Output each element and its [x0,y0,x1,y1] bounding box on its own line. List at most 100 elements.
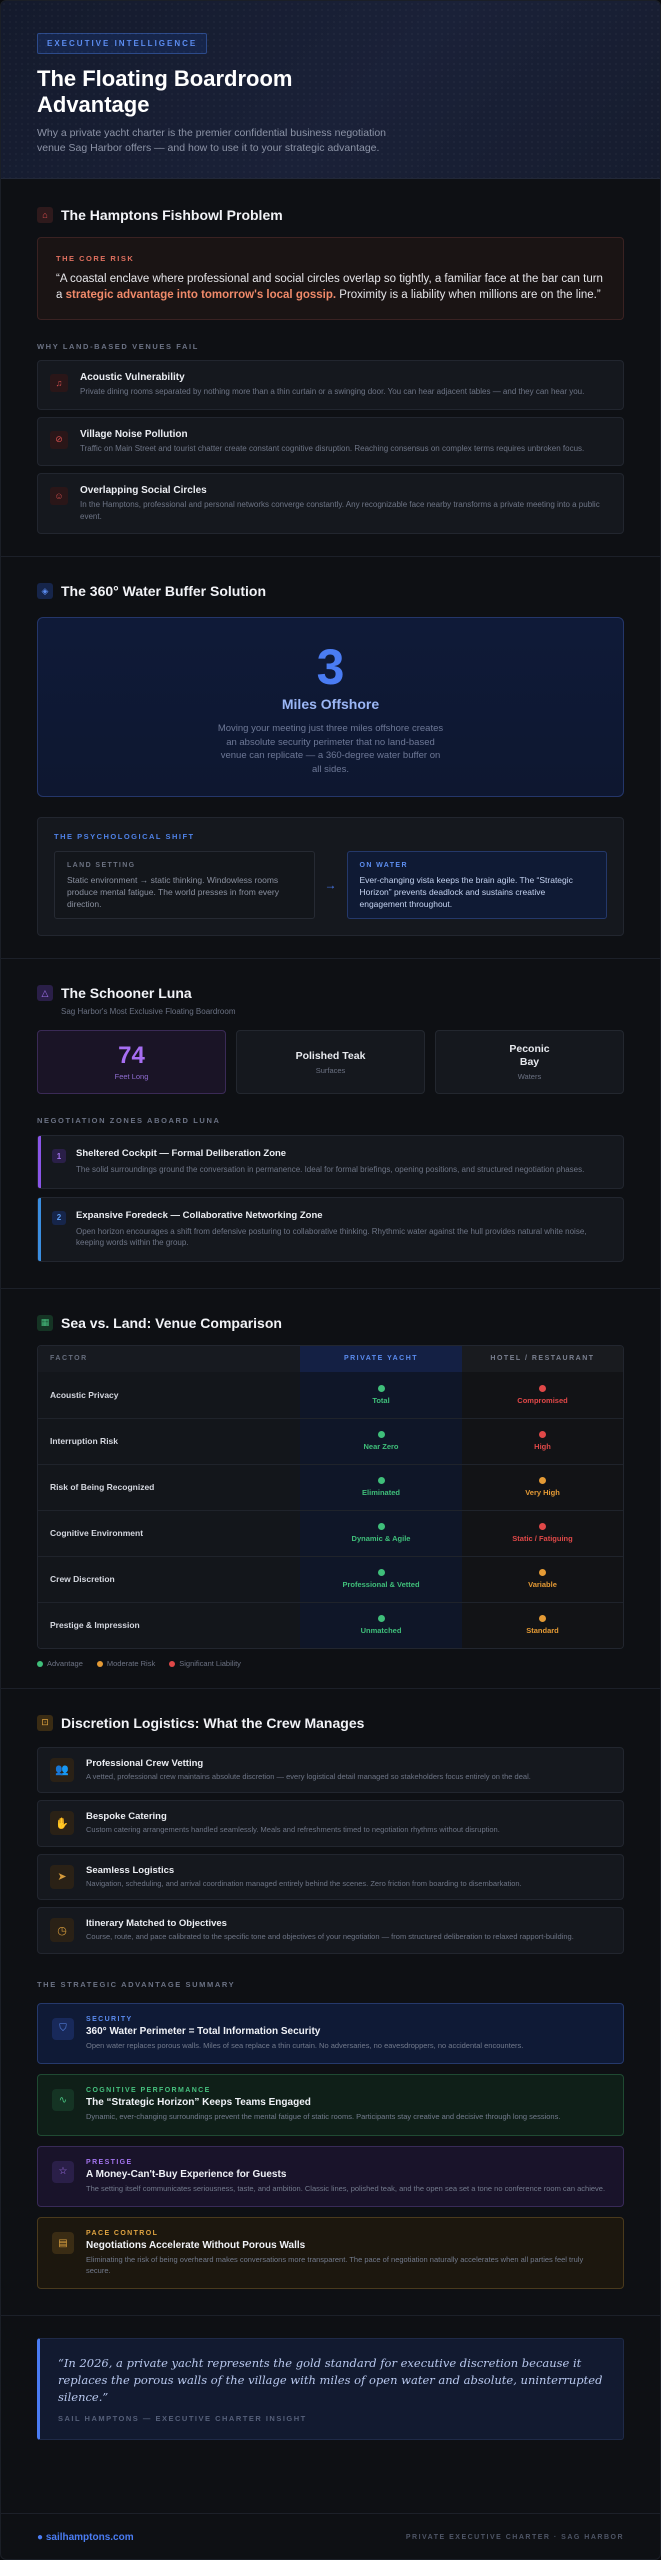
summary-desc: Open water replaces porous walls. Miles … [86,2040,524,2050]
stat-surfaces: Polished Teak Surfaces [236,1030,425,1094]
comparison-legend: Advantage Moderate Risk Significant Liabil… [37,1659,624,1668]
section-divider [1,1687,660,1689]
final-quote-section: “In 2026, a private yacht represents the… [1,2316,660,2440]
legend-dot [169,1660,176,1667]
table-body: Acoustic Privacy Total Compromised Interrup… [38,1371,623,1648]
calendar-icon: ▤ [52,2232,74,2254]
vulnerability-desc: In the Hamptons, professional and person… [80,500,600,521]
buffer-title: The 360° Water Buffer Solution [61,583,266,599]
summary-card-cognitive: ∿ COGNITIVE PERFORMANCE The “Strategic Ho… [37,2074,624,2136]
land-setting-box: LAND SETTING Static environment → static… [54,851,315,919]
stat-value: Peconic Bay [509,1043,550,1068]
summary-card-prestige: ☆ PRESTIGE A Money-Can't-Buy Experience f… [37,2145,624,2207]
navigation-icon: ➤ [50,1864,74,1889]
zone-accent-bar [38,1197,41,1261]
status-dot [377,1477,385,1484]
land-label: LAND SETTING [67,862,136,869]
status-dot [377,1384,385,1392]
legend-item: Significant Liability [169,1659,241,1668]
comparison-heading: ▦ Sea vs. Land: Venue Comparison [37,1314,624,1331]
yacht-value: Professional & Vetted [342,1580,420,1589]
header-factor: FACTOR [38,1345,300,1372]
logistics-item: ➤ Seamless Logistics Navigation, scheduli… [37,1853,624,1900]
stats-row: 74 Feet Long Polished Teak Surfaces Peco… [37,1030,624,1094]
logistics-section: ⊡ Discretion Logistics: What the Crew Ma… [1,1689,660,1954]
quote-highlight: strategic advantage into tomorrow's loca… [65,289,337,301]
logistics-item: ◷ Itinerary Matched to Objectives Course,… [37,1907,624,1954]
factor-cell: Interruption Risk [38,1418,300,1464]
star-icon: ☆ [52,2160,74,2183]
logistics-item: 👥 Professional Crew Vetting A vetted, pro… [37,1746,624,1793]
core-risk-tag: THE CORE RISK [56,254,135,263]
legend-dot [37,1660,43,1667]
footer-tagline: PRIVATE EXECUTIVE CHARTER · SAG HARBOR [405,2534,624,2541]
comparison-section: ▦ Sea vs. Land: Venue Comparison FACTOR … [1,1289,660,1668]
legend-dot [96,1660,103,1667]
grid-icon: ▦ [37,1314,53,1331]
page-footer: ● sailhamptons.com PRIVATE EXECUTIVE CHA… [1,2513,660,2559]
logistics-title: Discretion Logistics: What the Crew Mana… [61,1714,365,1731]
stat-waters: Peconic Bay Waters [435,1030,624,1094]
header-land: HOTEL / RESTAURANT [462,1345,623,1372]
yacht-value: Eliminated [362,1488,400,1497]
final-quote-source: SAIL HAMPTONS — EXECUTIVE CHARTER INSIGH… [58,2414,307,2423]
summary-title: Negotiations Accelerate Without Porous W… [86,2240,306,2251]
vulnerability-title: Overlapping Social Circles [80,485,207,496]
logistics-item: ✋ Bespoke Catering Custom catering arrang… [37,1800,624,1847]
summary-title: 360° Water Perimeter = Total Information… [86,2025,321,2037]
zone-accent-bar [38,1136,41,1188]
vulnerability-card: ☺ Overlapping Social Circles In the Hampt… [37,473,624,534]
summary-desc: The setting itself communicates seriousn… [86,2183,606,2193]
section-divider [1,1287,660,1289]
sail-icon: △ [37,985,53,1001]
vulnerability-desc: Private dining rooms separated by nothin… [80,387,585,396]
legend-label: Advantage [47,1658,83,1668]
footer-brand-link[interactable]: ● sailhamptons.com [37,2532,134,2543]
logistics-desc: A vetted, professional crew maintains ab… [86,1771,531,1781]
hero-eyebrow: EXECUTIVE INTELLIGENCE [37,33,208,54]
schooner-subtitle: Sag Harbor's Most Exclusive Floating Boa… [61,1007,236,1016]
pulse-icon: ∿ [52,2089,74,2111]
summary-label: THE STRATEGIC ADVANTAGE SUMMARY [37,1979,236,1989]
land-value: Static / Fatiguing [512,1534,573,1543]
summary-desc: Dynamic, ever-changing surroundings prev… [86,2112,561,2121]
table-row: Interruption Risk Near Zero High [38,1417,623,1464]
core-risk-card: THE CORE RISK “A coastal enclave where p… [37,237,624,320]
status-dot [539,1431,546,1438]
final-quote-card: “In 2026, a private yacht represents the… [37,2338,624,2440]
zone-title: Sheltered Cockpit — Formal Deliberation … [76,1148,287,1159]
summary-title: A Money-Can't-Buy Experience for Guests [86,2168,287,2180]
land-cell: Variable [462,1556,623,1602]
land-cell: Standard [462,1602,623,1648]
land-cell: Compromised [462,1371,623,1418]
vulnerability-card: ♫ Acoustic Vulnerability Private dining r… [37,360,624,410]
land-value: Very High [525,1488,560,1497]
legend-item: Moderate Risk [96,1659,155,1668]
factor-cell: Acoustic Privacy [38,1371,300,1418]
stat-value: 74 [118,1042,145,1069]
yacht-cell: Near Zero [300,1418,462,1464]
status-dot [377,1569,385,1576]
land-cell: Static / Fatiguing [462,1510,623,1556]
yacht-value: Total [372,1395,390,1405]
zone-desc: Open horizon encourages a shift from def… [76,1226,587,1248]
buffer-section: ◈ The 360° Water Buffer Solution 3 Miles… [1,557,660,936]
buffer-desc: Moving your meeting just three miles off… [217,723,444,775]
shift-row: LAND SETTING Static environment → static… [54,851,607,919]
logistics-title: Professional Crew Vetting [86,1757,204,1769]
shield-icon: ◈ [37,583,53,599]
land-value: Standard [526,1626,559,1635]
zones-label: NEGOTIATION ZONES ABOARD LUNA [37,1116,221,1125]
fishbowl-title: The Hamptons Fishbowl Problem [61,207,283,223]
shield-icon: ⛉ [52,2017,74,2040]
logistics-desc: Navigation, scheduling, and arrival coor… [86,1878,522,1888]
land-cell: High [462,1418,623,1464]
summary-desc: Eliminating the risk of being overheard … [86,2255,584,2275]
stat-length: 74 Feet Long [37,1030,226,1094]
miles-number: 3 [316,639,345,695]
stat-label: Waters [517,1072,542,1081]
table-row: Cognitive Environment Dynamic & Agile Stat… [38,1509,623,1556]
zone-card: 1 Sheltered Cockpit — Formal Deliberatio… [37,1135,624,1189]
water-setting-box: ON WATER Ever-changing vista keeps the b… [346,851,607,919]
